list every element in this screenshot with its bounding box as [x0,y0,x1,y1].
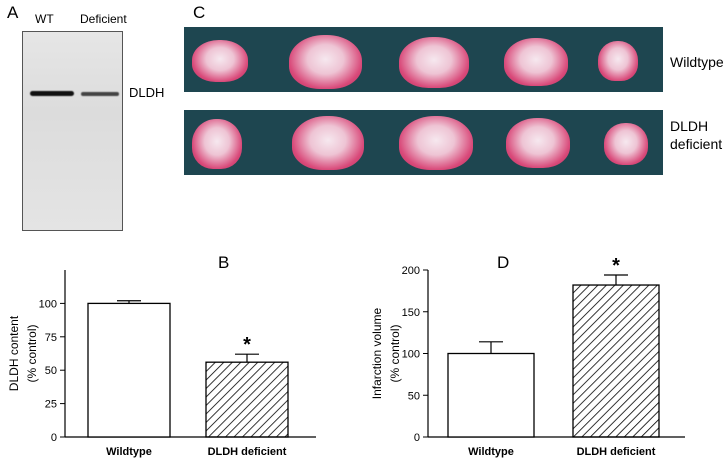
brain-row-wildtype [184,27,663,92]
brain-slice [399,37,469,88]
band-deficient [81,92,119,96]
panel-letter: B [218,253,229,272]
y-tick-label: 0 [51,432,57,444]
brain-slice [506,118,570,168]
brain-slice [192,40,248,82]
row-label-deficient: deficient [670,136,723,152]
brain-slice [399,116,473,170]
y-tick-label: 0 [414,432,420,444]
y-axis-label: (% control) [388,324,402,382]
chart-infarction-volume: D 0 50 100 150 200 Infarction volume (% control… [370,253,685,458]
brain-row-deficient [184,110,663,175]
y-tick-label: 25 [45,399,57,411]
y-tick-label: 100 [39,298,57,310]
lane-label-deficient: Deficient [80,12,127,26]
bar [447,352,535,438]
band-label-dldh: DLDH [129,85,165,100]
y-tick-label: 150 [402,307,420,319]
y-tick-label: 50 [45,365,57,377]
significance-marker: * [243,334,251,356]
blot-membrane [22,31,123,231]
brain-slice [192,119,242,169]
row-label-wildtype: Wildtype [670,54,724,70]
brain-slice [604,123,648,165]
y-tick-label: 75 [45,332,57,344]
y-axis-label: (% control) [25,324,39,382]
x-tick-label: Wildtype [468,446,514,458]
x-tick-label: Wildtype [106,446,152,458]
panel-letter-c: C [193,3,206,22]
panel-letter: D [497,253,509,272]
row-label-dldh: DLDH [670,118,709,134]
bar [205,361,289,438]
y-tick-label: 100 [402,349,420,361]
bar [572,284,660,438]
brain-slice [289,35,362,89]
y-axis-label: Infarction volume [370,307,384,399]
y-tick-label: 50 [408,390,420,402]
lane-label-wt: WT [35,12,54,26]
x-tick-label: DLDH deficient [577,446,656,458]
y-tick-label: 200 [402,265,420,277]
brain-slice [292,116,364,170]
band-wt [30,91,74,96]
brain-slice [598,41,638,81]
x-tick-label: DLDH deficient [208,446,287,458]
y-axis-label: DLDH content [7,315,21,391]
brain-slice [504,38,568,86]
chart-dldh-content: B 0 25 50 75 100 DLDH content (% control) Wildty… [7,253,316,458]
bar [87,302,171,438]
panel-letter-a: A [7,3,19,22]
significance-marker: * [612,255,620,277]
